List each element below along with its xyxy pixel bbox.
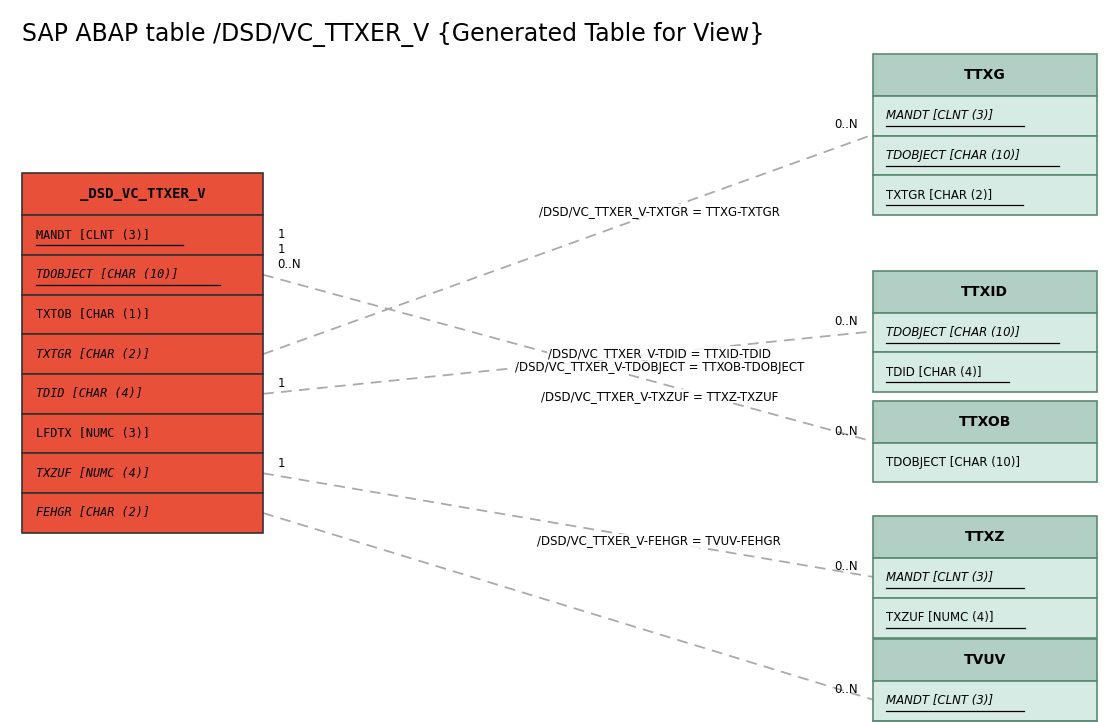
FancyBboxPatch shape	[873, 352, 1097, 392]
Text: TTXZ: TTXZ	[965, 530, 1005, 544]
Text: TXTGR [CHAR (2)]: TXTGR [CHAR (2)]	[886, 188, 993, 202]
Text: MANDT [CLNT (3)]: MANDT [CLNT (3)]	[36, 228, 150, 242]
FancyBboxPatch shape	[873, 639, 1097, 681]
FancyBboxPatch shape	[873, 271, 1097, 313]
Text: TVUV: TVUV	[963, 653, 1006, 667]
FancyBboxPatch shape	[22, 215, 263, 255]
Text: TTXOB: TTXOB	[959, 414, 1010, 429]
FancyBboxPatch shape	[873, 313, 1097, 352]
Text: TTXID: TTXID	[961, 284, 1008, 299]
FancyBboxPatch shape	[873, 598, 1097, 638]
Text: TDID [CHAR (4)]: TDID [CHAR (4)]	[36, 387, 143, 401]
Text: TDOBJECT [CHAR (10)]: TDOBJECT [CHAR (10)]	[886, 149, 1021, 162]
Text: FEHGR [CHAR (2)]: FEHGR [CHAR (2)]	[36, 506, 150, 520]
Text: TTXG: TTXG	[963, 68, 1006, 82]
FancyBboxPatch shape	[873, 54, 1097, 96]
Text: 1: 1	[278, 456, 285, 470]
Text: 1
1
0..N: 1 1 0..N	[278, 228, 301, 271]
Text: 0..N: 0..N	[835, 560, 858, 573]
FancyBboxPatch shape	[22, 173, 263, 215]
Text: 1: 1	[278, 377, 285, 390]
Text: /DSD/VC_TTXER_V-FEHGR = TVUV-FEHGR: /DSD/VC_TTXER_V-FEHGR = TVUV-FEHGR	[537, 534, 781, 547]
Text: TXZUF [NUMC (4)]: TXZUF [NUMC (4)]	[36, 466, 150, 480]
Text: TXTGR [CHAR (2)]: TXTGR [CHAR (2)]	[36, 347, 150, 361]
FancyBboxPatch shape	[22, 334, 263, 374]
Text: TDOBJECT [CHAR (10)]: TDOBJECT [CHAR (10)]	[886, 456, 1021, 469]
FancyBboxPatch shape	[22, 414, 263, 453]
Text: 0..N: 0..N	[835, 118, 858, 131]
Text: /DSD/VC_TTXER_V-TXZUF = TTXZ-TXZUF: /DSD/VC_TTXER_V-TXZUF = TTXZ-TXZUF	[540, 390, 778, 403]
Text: TDOBJECT [CHAR (10)]: TDOBJECT [CHAR (10)]	[36, 268, 178, 282]
FancyBboxPatch shape	[873, 401, 1097, 443]
Text: 0..N: 0..N	[835, 315, 858, 328]
Text: TXTOB [CHAR (1)]: TXTOB [CHAR (1)]	[36, 308, 150, 321]
Text: MANDT [CLNT (3)]: MANDT [CLNT (3)]	[886, 109, 994, 123]
Text: /DSD/VC_TTXER_V-TXTGR = TTXG-TXTGR: /DSD/VC_TTXER_V-TXTGR = TTXG-TXTGR	[539, 205, 780, 218]
Text: SAP ABAP table /DSD/VC_TTXER_V {Generated Table for View}: SAP ABAP table /DSD/VC_TTXER_V {Generate…	[22, 22, 765, 47]
FancyBboxPatch shape	[22, 374, 263, 414]
FancyBboxPatch shape	[22, 295, 263, 334]
FancyBboxPatch shape	[873, 681, 1097, 721]
FancyBboxPatch shape	[873, 136, 1097, 175]
Text: MANDT [CLNT (3)]: MANDT [CLNT (3)]	[886, 571, 994, 585]
FancyBboxPatch shape	[873, 516, 1097, 558]
Text: 0..N: 0..N	[835, 683, 858, 696]
Text: /DSD/VC_TTXER_V-TDOBJECT = TTXOB-TDOBJECT: /DSD/VC_TTXER_V-TDOBJECT = TTXOB-TDOBJEC…	[515, 361, 805, 374]
Text: _DSD_VC_TTXER_V: _DSD_VC_TTXER_V	[79, 187, 206, 201]
Text: /DSD/VC_TTXER_V-TDID = TTXID-TDID: /DSD/VC_TTXER_V-TDID = TTXID-TDID	[548, 347, 771, 360]
Text: LFDTX [NUMC (3)]: LFDTX [NUMC (3)]	[36, 427, 150, 440]
Text: MANDT [CLNT (3)]: MANDT [CLNT (3)]	[886, 694, 994, 708]
Text: 0..N: 0..N	[835, 425, 858, 438]
Text: TXZUF [NUMC (4)]: TXZUF [NUMC (4)]	[886, 611, 994, 625]
FancyBboxPatch shape	[873, 443, 1097, 482]
FancyBboxPatch shape	[22, 453, 263, 493]
Text: TDOBJECT [CHAR (10)]: TDOBJECT [CHAR (10)]	[886, 326, 1021, 339]
FancyBboxPatch shape	[873, 96, 1097, 136]
Text: TDID [CHAR (4)]: TDID [CHAR (4)]	[886, 365, 981, 379]
FancyBboxPatch shape	[873, 175, 1097, 215]
FancyBboxPatch shape	[873, 721, 1097, 722]
FancyBboxPatch shape	[22, 255, 263, 295]
FancyBboxPatch shape	[873, 558, 1097, 598]
FancyBboxPatch shape	[22, 493, 263, 533]
